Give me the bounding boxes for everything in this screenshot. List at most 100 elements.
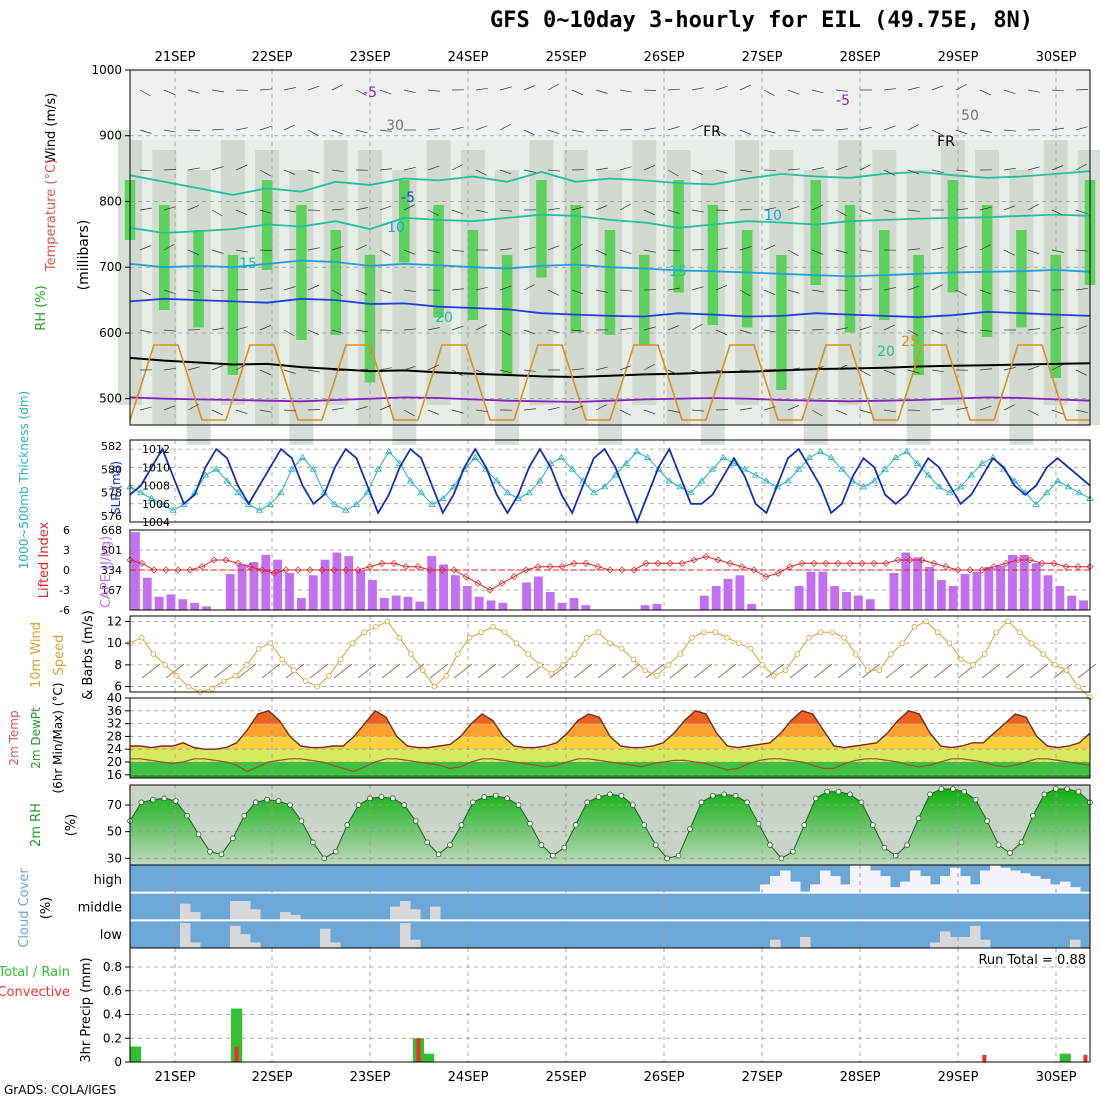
chart-title: GFS 0~10day 3-hourly for EIL (49.75E, 8N… — [490, 8, 1033, 33]
y-tick-label: 32 — [107, 717, 122, 731]
cape-bar — [534, 576, 543, 610]
rh-line-point — [1019, 840, 1024, 845]
bottom-date-label: 22SEP — [252, 1070, 293, 1085]
surface-wind-barb — [694, 664, 712, 678]
rh-line-point — [1065, 787, 1070, 792]
rh-line-point — [379, 795, 384, 800]
y-tick-label: 16 — [107, 768, 122, 782]
wind-speed-line-point — [912, 624, 917, 629]
rh-line-point — [802, 823, 807, 828]
rh-line-point — [402, 803, 407, 808]
wind-speed-line-point — [959, 657, 964, 662]
wind-speed-line-point — [865, 668, 870, 673]
li-tick-label: 3 — [63, 544, 70, 557]
rh-line-point — [196, 832, 201, 837]
wind-speed-line-point — [619, 646, 624, 651]
rh-line-point — [848, 792, 853, 797]
y-tick-label: 70 — [107, 798, 122, 812]
surface-wind-barb — [574, 664, 592, 678]
cloud-high-bar — [1010, 871, 1021, 893]
y-tick-label: 500 — [99, 392, 122, 406]
wind-speed-line-point — [561, 662, 566, 667]
bottom-date-label: 30SEP — [1036, 1070, 1077, 1085]
minmax-axis-label: (6hr Min/Max) (°C) — [51, 682, 65, 793]
legend-convective: Convective — [0, 985, 70, 1000]
rh-line-point — [745, 800, 750, 805]
cloud-units-label: (%) — [39, 897, 54, 920]
cloud-high-bar — [850, 865, 861, 893]
bottom-date-label: 26SEP — [644, 1070, 685, 1085]
wind-speed-line-point — [174, 673, 179, 678]
rh-line-point — [825, 789, 830, 794]
cape-bar — [1008, 555, 1017, 610]
cloud-high-bar — [1030, 876, 1041, 893]
cloud-low-bar — [240, 934, 251, 948]
wind-speed-line-point — [420, 668, 425, 673]
cloud-axis-label: Cloud Cover — [17, 868, 32, 948]
wind-speed-line-point — [303, 679, 308, 684]
wind-speed-line-point — [245, 662, 250, 667]
cloud-low-bar — [980, 940, 991, 948]
rh-line-point — [962, 789, 967, 794]
rh-line-point — [779, 856, 784, 861]
surface-wind-barb — [262, 664, 280, 678]
wind-speed-line-point — [514, 641, 519, 646]
rh-green-band — [708, 205, 719, 325]
cape-bar — [996, 566, 1005, 610]
cloud-high-bar — [990, 865, 1001, 893]
cloud-high-bar — [930, 884, 941, 892]
cape-bar — [155, 597, 164, 610]
rh-line-point — [859, 800, 864, 805]
cloud-high-bar — [760, 884, 771, 892]
cape-axis-label: CAPE (J/kg) — [99, 536, 114, 608]
millibars-axis-label: (millibars) — [76, 220, 92, 291]
cloud-high-bar — [860, 865, 871, 893]
precip-convective-bar — [416, 1038, 420, 1062]
y-tick-label: 8 — [114, 658, 122, 672]
surface-wind-barb — [1078, 664, 1096, 678]
wind-speed-line-point — [256, 646, 261, 651]
rh-green-band — [330, 230, 341, 335]
top-date-label: 26SEP — [644, 50, 685, 65]
cloud-high-bar — [960, 876, 971, 893]
cape-bar — [1067, 596, 1076, 610]
surface-wind-barb — [214, 664, 232, 678]
cloud-high-bar — [870, 871, 881, 893]
cape-bar — [901, 553, 910, 610]
rh-green-band — [845, 205, 856, 333]
cape-bar — [356, 570, 365, 610]
cloud-high-bar — [830, 876, 841, 893]
wind-axis-label: Wind (m/s) — [44, 93, 59, 164]
wind-speed-line-point — [233, 673, 238, 678]
cape-bar — [558, 603, 567, 610]
rh-line-point — [470, 800, 475, 805]
rh-line-point — [425, 840, 430, 845]
cape-bar — [463, 586, 472, 610]
cape-bar — [344, 556, 353, 610]
rh-line-point — [1042, 792, 1047, 797]
contour-label: FR — [703, 124, 721, 140]
cloud-low-bar — [960, 937, 971, 948]
wind-speed-line-point — [842, 635, 847, 640]
cape-bar — [842, 592, 851, 610]
y-tick-label: 40 — [107, 691, 122, 705]
contour-label: 25 — [901, 334, 919, 350]
surface-wind-barb — [790, 664, 808, 678]
cape-bar — [830, 586, 839, 610]
wind-speed-line-point — [327, 673, 332, 678]
rh-green-band — [433, 205, 444, 318]
cape-bar — [238, 564, 247, 610]
rh-line-point — [550, 853, 555, 858]
rh-line-point — [573, 823, 578, 828]
rh-line-point — [562, 845, 567, 850]
top-date-label: 22SEP — [252, 50, 293, 65]
rh-line-point — [608, 792, 613, 797]
cape-bar — [285, 573, 294, 610]
y-tick-label: 0.2 — [103, 1031, 122, 1045]
y-tick-label: 28 — [107, 729, 122, 743]
y-tick-label: 24 — [107, 742, 122, 756]
cape-bar — [498, 603, 507, 610]
y-tick-label: 0.6 — [103, 984, 122, 998]
thickness-tick-label: 582 — [101, 440, 122, 453]
